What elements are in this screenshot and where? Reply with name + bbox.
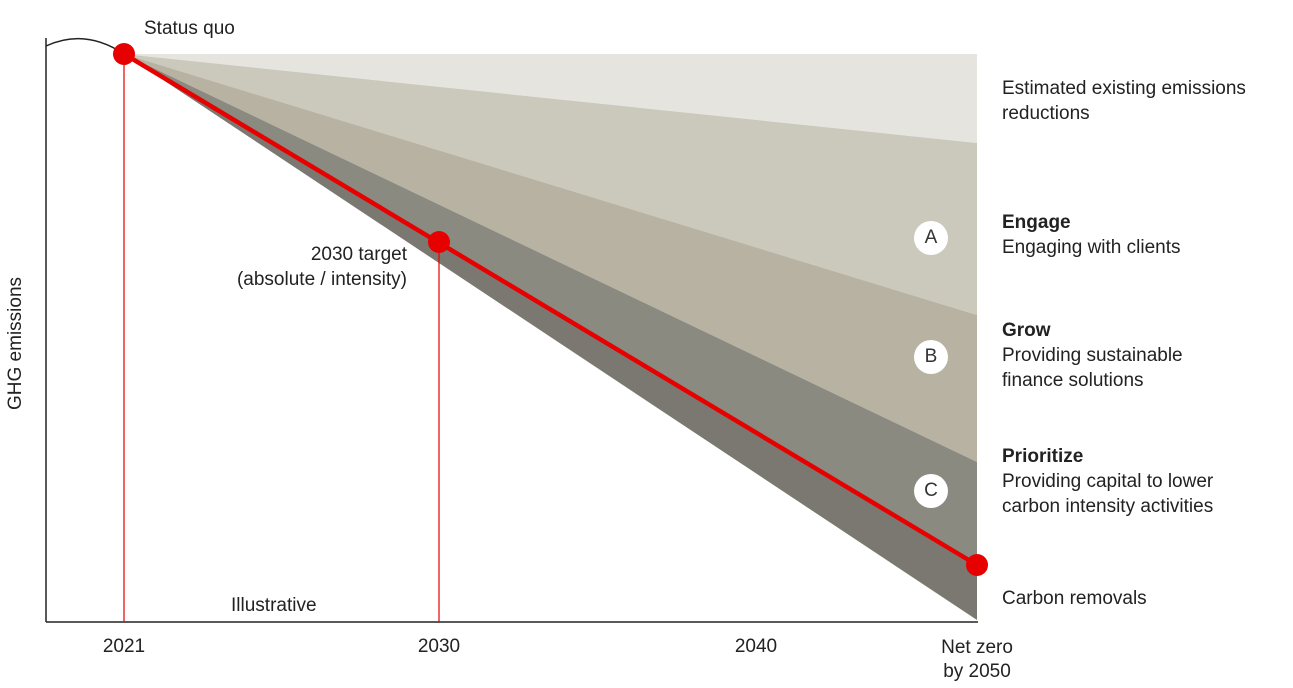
band-carbon-removals (124, 54, 977, 620)
badge-a: A (914, 221, 948, 255)
legend-engage: Engage Engaging with clients (1002, 210, 1181, 260)
point-net-zero (966, 554, 988, 576)
status-quo-label: Status quo (144, 18, 235, 39)
illustrative-label: Illustrative (231, 595, 317, 616)
legend-existing-desc-2: reductions (1002, 103, 1090, 124)
target-2030-line1: 2030 target (310, 244, 407, 265)
x-tick-2030: 2030 (417, 636, 461, 657)
x-tick-net-zero: Net zero by 2050 (941, 637, 1013, 682)
x-tick-2040: 2040 (734, 636, 778, 657)
legend-grow-desc-1: Providing sustainable (1002, 345, 1183, 366)
legend-existing-desc-1: Estimated existing emissions (1002, 78, 1246, 99)
target-2030-label: 2030 target (absolute / intensity) (237, 242, 407, 292)
legend-prioritize-desc-2: carbon intensity activities (1002, 496, 1214, 517)
legend-grow-title: Grow (1002, 320, 1051, 341)
legend-grow-desc-2: finance solutions (1002, 370, 1144, 391)
point-2030-target (428, 231, 450, 253)
badge-c: C (914, 474, 948, 508)
y-axis-label: GHG emissions (5, 276, 26, 410)
x-tick-2021: 2021 (102, 636, 146, 657)
axis-top-arc (45, 37, 125, 55)
legend-grow: Grow Providing sustainable finance solut… (1002, 318, 1183, 393)
legend-prioritize-title: Prioritize (1002, 446, 1084, 467)
pathway-line (122, 52, 979, 567)
point-status-quo (113, 43, 135, 65)
legend-engage-desc: Engaging with clients (1002, 237, 1181, 258)
legend-prioritize: Prioritize Providing capital to lower ca… (1002, 444, 1213, 519)
legend-carbon-removals: Carbon removals (1002, 588, 1147, 609)
legend-existing-reductions: Estimated existing emissions reductions (1002, 76, 1246, 126)
legend-engage-title: Engage (1002, 212, 1071, 233)
badge-b: B (914, 340, 948, 374)
legend-prioritize-desc-1: Providing capital to lower (1002, 471, 1214, 492)
target-2030-line2: (absolute / intensity) (236, 269, 407, 290)
